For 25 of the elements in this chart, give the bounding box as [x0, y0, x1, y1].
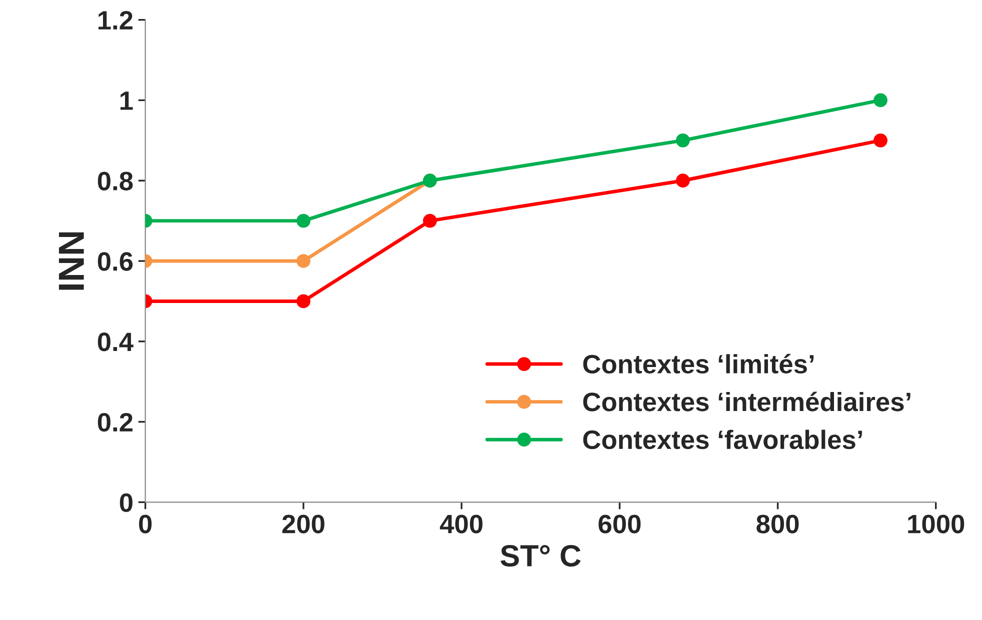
x-tick-label: 200 [282, 514, 324, 534]
y-axis-title: INN [58, 232, 84, 290]
point [296, 214, 310, 228]
x-tick-label: 800 [756, 514, 799, 534]
legend-label: Contextes ‘intermédiaires’ [583, 392, 910, 412]
x-tick-label: 1000 [908, 514, 964, 534]
x-tick-label: 600 [598, 514, 641, 534]
point [676, 133, 690, 148]
y-tick-label: 0 [120, 493, 132, 512]
point [422, 214, 437, 228]
y-tick-label: 1.2 [98, 10, 132, 30]
x-axis-title: ST° C [500, 544, 581, 567]
point [296, 294, 310, 308]
y-tick-label: 1 [120, 92, 133, 110]
y-tick-label: 0.2 [98, 412, 132, 432]
y-tick-label: 0.8 [98, 172, 133, 190]
x-tick-label: 400 [440, 514, 482, 534]
y-tick-label: 0.4 [98, 332, 134, 352]
legend-label: Contextes ‘limités’ [583, 354, 814, 374]
legend-label: Contextes ‘favorables’ [583, 430, 862, 450]
point [874, 93, 888, 108]
y-tick-label: 0.6 [98, 252, 133, 271]
point [874, 133, 888, 148]
x-tick-label: 0 [139, 514, 152, 534]
point [676, 174, 690, 188]
